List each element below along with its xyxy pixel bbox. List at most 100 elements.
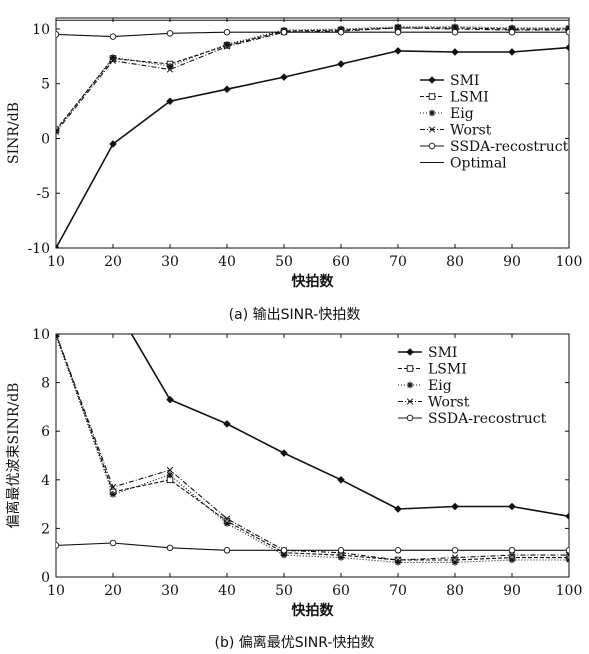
point-eig	[109, 491, 117, 498]
y-tick-label: 5	[41, 77, 50, 93]
x-tick-label: 50	[275, 583, 293, 599]
series-line-lsmi	[56, 334, 569, 561]
legend-label-optimal: Optimal	[450, 156, 507, 172]
legend-marker-eig	[406, 381, 414, 389]
point-smi	[451, 502, 459, 511]
point-smi	[337, 476, 345, 484]
series-line-worst	[56, 334, 569, 561]
point-smi	[223, 420, 231, 428]
legend-label-worst: Worst	[450, 123, 492, 139]
point-ssda-recostruct	[280, 547, 288, 554]
legend-marker-ssda-recostruct	[428, 142, 436, 150]
legend-label-eig: Eig	[428, 378, 452, 394]
point-eig	[109, 54, 117, 61]
x-tick-label: 20	[104, 583, 122, 599]
y-tick-label: -5	[36, 186, 50, 202]
legend-marker-eig	[428, 109, 436, 117]
point-ssda-recostruct	[565, 547, 569, 554]
legend-marker-lsmi	[406, 365, 414, 372]
x-tick-label: 10	[47, 583, 65, 599]
point-ssda-recostruct	[565, 28, 569, 36]
series-ssda-recostruct	[56, 539, 569, 554]
point-ssda-recostruct	[166, 30, 174, 37]
point-worst	[451, 554, 459, 561]
y-tick-label: 8	[41, 376, 50, 392]
y-tick-label: 6	[41, 424, 50, 440]
point-worst	[56, 334, 60, 338]
x-tick-label: 60	[332, 254, 350, 270]
point-ssda-recostruct	[451, 28, 459, 36]
series-smi	[130, 334, 569, 521]
point-worst	[223, 43, 231, 50]
point-smi	[508, 502, 516, 511]
point-ssda-recostruct	[394, 547, 402, 554]
point-eig	[451, 559, 459, 566]
legend-label-smi: SMI	[428, 345, 457, 361]
plot-area-b	[56, 334, 569, 566]
point-smi	[166, 97, 174, 106]
point-smi	[280, 449, 288, 457]
y-tick-label: 0	[41, 131, 50, 147]
legend-marker-worst	[406, 398, 414, 405]
point-ssda-recostruct	[223, 547, 231, 554]
x-tick-label: 10	[47, 254, 65, 270]
point-smi	[451, 48, 459, 56]
x-tick-label: 90	[503, 583, 521, 599]
point-worst	[508, 551, 516, 559]
series-worst	[56, 24, 569, 136]
x-tick-label: 50	[275, 254, 293, 270]
legend-label-worst: Worst	[428, 395, 470, 411]
point-ssda-recostruct	[223, 28, 231, 36]
point-eig	[166, 471, 174, 479]
x-axis-label: 快拍数	[292, 273, 335, 290]
point-worst	[565, 551, 569, 559]
point-ssda-recostruct	[337, 547, 345, 554]
x-tick-label: 80	[446, 254, 464, 270]
legend-label-eig: Eig	[450, 106, 474, 122]
x-tick-label: 100	[556, 254, 583, 270]
point-eig	[508, 24, 516, 32]
y-tick-label: 10	[32, 22, 50, 38]
point-worst	[109, 57, 117, 64]
point-smi	[56, 244, 60, 248]
point-eig	[280, 551, 288, 559]
caption-chart-b: (b) 偏离最优SINR-快拍数	[214, 635, 375, 651]
legend-marker-worst	[428, 126, 436, 133]
series-ssda-recostruct	[56, 28, 569, 40]
point-worst	[394, 556, 402, 564]
legend-label-ssda-recostruct: SSDA-recostruct	[428, 411, 547, 427]
x-tick-label: 90	[503, 254, 521, 270]
y-tick-label: 2	[41, 521, 50, 537]
series-line-ssda-recostruct	[56, 31, 569, 38]
chart-a: 10 20 30 40 50 60 70 80 90 100 -10 -5 0 5 10 快拍数 SINR/dB…	[6, 17, 583, 290]
series-line-eig	[56, 26, 569, 132]
point-ssda-recostruct	[280, 28, 288, 36]
point-eig	[508, 556, 516, 564]
x-tick-label: 70	[389, 254, 407, 270]
series-line-lsmi	[56, 27, 569, 131]
point-eig	[337, 25, 345, 33]
series-line-ssda-recostruct	[56, 542, 569, 551]
legend-marker-smi	[428, 76, 436, 84]
point-ssda-recostruct	[508, 547, 516, 554]
point-smi	[508, 48, 516, 56]
series-line-eig	[56, 336, 569, 563]
point-smi	[394, 505, 402, 513]
x-tick-label: 60	[332, 583, 350, 599]
series-smi	[56, 43, 569, 248]
series-line-smi	[130, 334, 569, 518]
point-smi	[280, 73, 288, 81]
point-ssda-recostruct	[394, 28, 402, 36]
caption-chart-a: (a) 输出SINR-快拍数	[228, 307, 361, 323]
point-smi	[394, 47, 402, 55]
point-smi	[337, 60, 345, 68]
point-eig	[337, 554, 345, 561]
point-worst	[166, 466, 174, 474]
series-lsmi	[56, 334, 569, 564]
chart-b: 10 20 30 40 50 60 70 80 90 100 0 2 4 6 8 10 快拍数 偏离最优波束SIN…	[5, 327, 582, 619]
point-eig	[451, 23, 459, 30]
x-tick-label: 40	[218, 583, 236, 599]
point-worst	[109, 483, 117, 491]
